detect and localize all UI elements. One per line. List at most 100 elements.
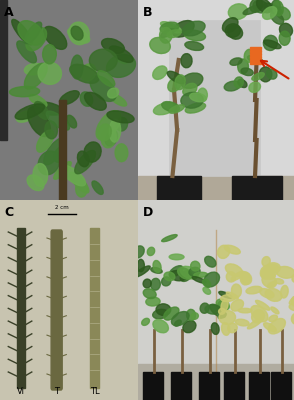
Ellipse shape [210, 304, 225, 318]
Bar [16, 228, 25, 388]
Bar [224, 372, 244, 400]
Bar [59, 100, 66, 200]
Ellipse shape [190, 93, 206, 102]
Ellipse shape [17, 41, 36, 63]
Ellipse shape [262, 267, 277, 274]
Ellipse shape [183, 83, 197, 96]
Ellipse shape [235, 319, 249, 326]
Ellipse shape [160, 22, 179, 33]
Ellipse shape [115, 144, 128, 162]
Ellipse shape [44, 138, 66, 165]
Ellipse shape [66, 115, 77, 128]
Ellipse shape [281, 286, 288, 298]
Bar [171, 372, 191, 400]
Ellipse shape [279, 23, 293, 37]
Ellipse shape [164, 272, 175, 281]
Ellipse shape [24, 63, 44, 75]
Ellipse shape [92, 181, 103, 194]
Ellipse shape [268, 318, 285, 334]
Ellipse shape [289, 294, 294, 304]
Text: B: B [143, 6, 152, 19]
Ellipse shape [109, 94, 127, 106]
Ellipse shape [134, 266, 150, 277]
Ellipse shape [71, 55, 83, 79]
Ellipse shape [244, 49, 254, 62]
Ellipse shape [261, 264, 279, 278]
Bar [157, 176, 201, 200]
Ellipse shape [187, 309, 196, 321]
Bar [143, 372, 163, 400]
Text: D: D [143, 206, 153, 219]
Text: C: C [4, 206, 13, 219]
Ellipse shape [221, 323, 230, 335]
Ellipse shape [153, 66, 167, 80]
Ellipse shape [101, 38, 124, 53]
Ellipse shape [219, 308, 225, 314]
Bar [199, 372, 219, 400]
Ellipse shape [153, 309, 168, 319]
Ellipse shape [191, 313, 198, 319]
Ellipse shape [70, 64, 99, 83]
Ellipse shape [89, 49, 117, 72]
Ellipse shape [289, 303, 294, 311]
Ellipse shape [180, 266, 198, 279]
Ellipse shape [171, 312, 189, 326]
Ellipse shape [9, 86, 40, 97]
Ellipse shape [45, 121, 57, 139]
Ellipse shape [27, 175, 44, 190]
Ellipse shape [249, 82, 260, 92]
Bar [250, 47, 261, 49]
Ellipse shape [219, 292, 232, 298]
Ellipse shape [109, 46, 133, 62]
Ellipse shape [34, 102, 63, 115]
Bar [138, 200, 294, 370]
Ellipse shape [105, 130, 118, 146]
Ellipse shape [276, 266, 294, 278]
Ellipse shape [161, 22, 182, 33]
Ellipse shape [203, 287, 211, 294]
Ellipse shape [162, 234, 177, 242]
Ellipse shape [263, 35, 278, 50]
Ellipse shape [167, 71, 185, 84]
Ellipse shape [266, 69, 277, 79]
Ellipse shape [275, 279, 284, 284]
Ellipse shape [263, 3, 282, 14]
Ellipse shape [252, 310, 264, 323]
Ellipse shape [44, 26, 67, 49]
Ellipse shape [54, 162, 71, 179]
Text: TL: TL [90, 387, 99, 396]
Ellipse shape [265, 288, 282, 301]
Ellipse shape [107, 111, 134, 123]
Ellipse shape [231, 300, 243, 311]
Ellipse shape [264, 323, 276, 332]
Ellipse shape [253, 0, 268, 13]
Ellipse shape [84, 92, 106, 110]
Ellipse shape [160, 28, 172, 43]
Ellipse shape [231, 284, 241, 298]
Ellipse shape [203, 279, 211, 287]
Ellipse shape [12, 19, 32, 45]
Ellipse shape [69, 22, 89, 45]
Ellipse shape [81, 64, 96, 81]
Ellipse shape [269, 315, 278, 322]
Ellipse shape [270, 12, 284, 24]
Ellipse shape [256, 0, 272, 13]
Ellipse shape [71, 26, 83, 40]
Ellipse shape [228, 25, 243, 39]
Ellipse shape [175, 75, 185, 90]
Ellipse shape [234, 77, 243, 88]
Ellipse shape [114, 50, 128, 64]
Ellipse shape [194, 272, 208, 278]
Ellipse shape [259, 67, 272, 82]
Ellipse shape [162, 102, 180, 112]
Ellipse shape [218, 313, 226, 318]
Ellipse shape [241, 68, 253, 76]
Ellipse shape [169, 270, 187, 281]
Ellipse shape [59, 91, 79, 105]
Ellipse shape [77, 151, 89, 167]
Ellipse shape [150, 37, 170, 54]
Ellipse shape [238, 79, 247, 88]
Ellipse shape [241, 273, 252, 284]
Ellipse shape [221, 299, 228, 312]
Ellipse shape [178, 268, 192, 279]
